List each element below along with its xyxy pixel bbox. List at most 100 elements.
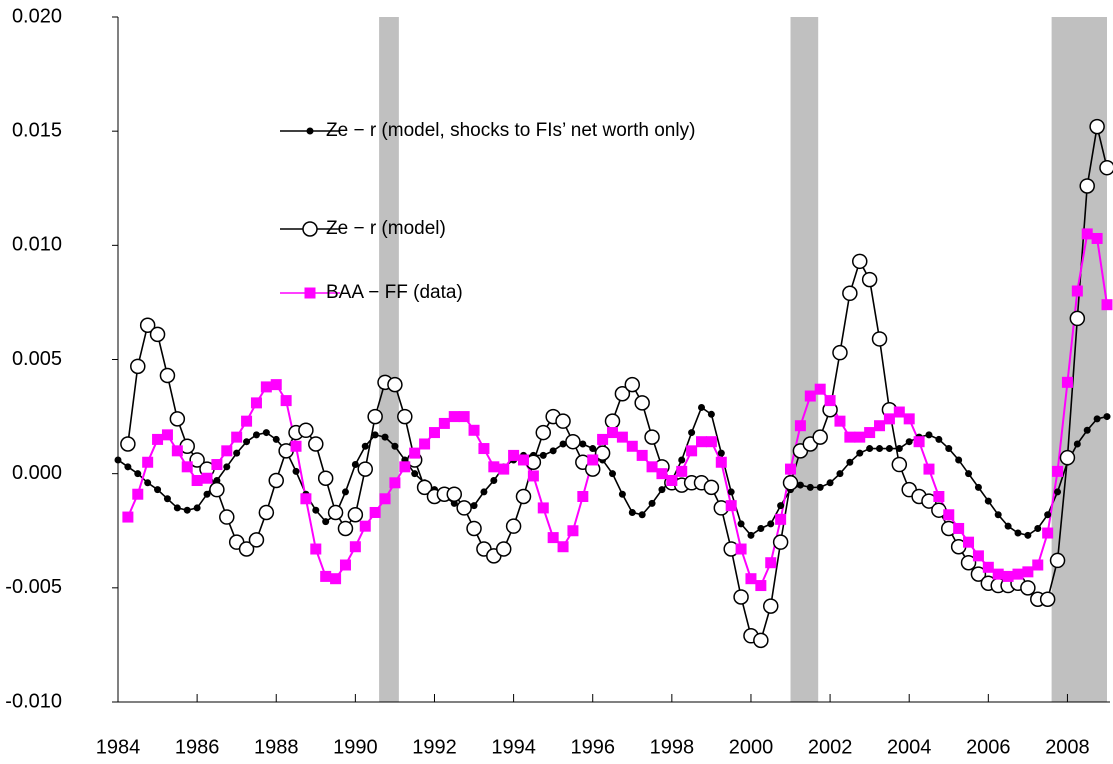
data-point — [579, 440, 587, 448]
data-point — [466, 520, 482, 537]
data-point — [438, 417, 450, 429]
data-point — [893, 406, 905, 418]
y-tick-label: 0.010 — [12, 234, 62, 256]
data-point — [785, 463, 797, 475]
data-point — [337, 520, 354, 537]
data-point — [842, 285, 858, 302]
data-point — [498, 463, 510, 475]
data-point — [327, 504, 344, 521]
data-point — [1059, 449, 1076, 466]
data-point — [963, 536, 975, 548]
data-point — [607, 427, 618, 439]
data-point — [1083, 426, 1091, 434]
data-point — [587, 454, 599, 466]
y-tick-label: 0.000 — [12, 462, 62, 484]
data-point — [211, 459, 223, 471]
data-point — [974, 483, 982, 491]
x-tick-label: 2008 — [1045, 736, 1090, 758]
data-point — [796, 481, 804, 489]
data-point — [448, 411, 460, 423]
data-point — [280, 395, 292, 407]
data-point — [488, 461, 500, 473]
data-point — [644, 429, 660, 445]
data-point — [1020, 580, 1036, 596]
data-point — [1004, 522, 1012, 530]
data-point — [369, 506, 381, 518]
data-point — [1079, 178, 1095, 194]
data-point — [341, 488, 349, 496]
data-point — [567, 525, 579, 537]
data-point — [852, 253, 868, 270]
x-tick-label: 2004 — [887, 736, 932, 758]
data-point — [609, 470, 616, 478]
data-point — [134, 470, 142, 478]
data-point — [330, 573, 342, 585]
data-point — [189, 452, 205, 468]
data-point — [1024, 531, 1032, 539]
data-point — [658, 486, 666, 494]
data-point — [248, 532, 265, 548]
data-point — [994, 511, 1002, 519]
data-point — [397, 408, 413, 425]
legend-marker — [302, 221, 318, 237]
data-point — [517, 454, 529, 466]
data-point — [970, 566, 987, 582]
data-point — [144, 479, 152, 487]
data-point — [747, 531, 755, 539]
x-tick-label: 1996 — [570, 736, 615, 758]
data-point — [656, 468, 668, 480]
y-tick-label: 0.005 — [12, 348, 62, 370]
data-point — [359, 520, 371, 532]
data-point — [1089, 118, 1105, 135]
data-point — [163, 495, 171, 503]
data-point — [814, 383, 826, 395]
data-point — [707, 410, 715, 418]
data-point — [361, 442, 369, 450]
data-point — [854, 431, 866, 443]
x-tick-label: 1992 — [412, 736, 457, 758]
data-point — [804, 390, 816, 402]
x-tick-label: 2000 — [729, 736, 774, 758]
data-point — [193, 504, 201, 512]
data-point — [290, 440, 302, 452]
data-point — [646, 461, 658, 473]
data-point — [391, 442, 399, 450]
data-point — [688, 429, 696, 437]
data-point — [826, 479, 834, 487]
x-tick-label: 1984 — [96, 736, 141, 758]
data-point — [241, 415, 253, 427]
data-point — [745, 573, 757, 585]
data-point — [705, 436, 717, 448]
y-tick-label: -0.010 — [5, 690, 62, 712]
data-point — [782, 475, 799, 491]
data-point — [149, 326, 166, 343]
data-point — [589, 445, 597, 453]
data-point — [636, 449, 648, 461]
data-point — [183, 506, 191, 514]
data-point — [379, 493, 391, 505]
data-point — [456, 500, 472, 516]
data-point — [260, 381, 272, 393]
data-point — [238, 541, 255, 557]
data-point — [114, 456, 122, 464]
x-tick-label: 1988 — [254, 736, 299, 758]
data-point — [686, 445, 698, 457]
data-point — [861, 271, 878, 288]
data-point — [203, 490, 211, 498]
data-point — [753, 632, 769, 649]
data-point — [955, 456, 963, 464]
data-point — [648, 499, 656, 507]
data-point — [1034, 524, 1042, 532]
data-point — [268, 472, 284, 489]
data-point — [169, 411, 186, 427]
data-point — [836, 470, 844, 478]
data-point — [339, 559, 351, 571]
data-point — [864, 427, 876, 439]
data-point — [935, 435, 943, 443]
data-point — [557, 541, 569, 553]
data-point — [480, 488, 488, 496]
data-point — [191, 475, 203, 487]
data-point — [1002, 570, 1014, 582]
data-point — [300, 493, 312, 505]
